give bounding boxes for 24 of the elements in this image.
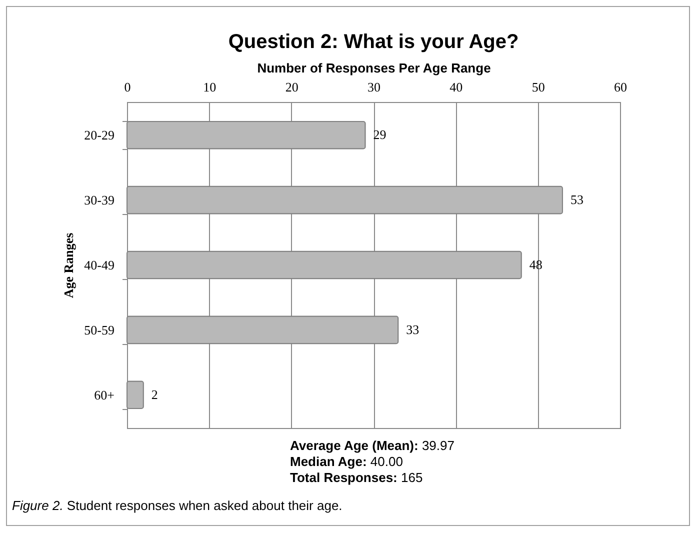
x-tick-label: 40	[450, 80, 463, 94]
text: Total Responses: 165	[290, 470, 424, 486]
data-label: 33	[406, 322, 420, 337]
text: Average Age (Mean): 39.97	[290, 438, 454, 454]
y-tick-label: 30-39	[84, 192, 114, 208]
y-axis-title: Age Ranges	[61, 232, 76, 298]
data-label: 48	[529, 257, 542, 272]
text: Median Age: 40.00	[290, 454, 404, 470]
x-tick-label: 10	[203, 80, 216, 94]
y-tick-label: 50-59	[84, 322, 114, 338]
y-tick-label: 40-49	[84, 258, 114, 272]
y-tick-label: 60+	[94, 387, 114, 402]
data-label: 2	[151, 386, 158, 402]
data-label: 53	[570, 192, 584, 208]
x-axis-title: Number of Responses Per Age Range	[257, 60, 491, 76]
x-tick-label: 20	[285, 80, 298, 94]
chart-title: Question 2: What is your Age?	[228, 31, 519, 53]
x-tick-label: 50	[532, 80, 545, 94]
x-tick-label: 30	[368, 80, 380, 94]
caption: Figure 2. Student responses when asked about their age.	[12, 498, 342, 513]
x-tick-label: 60	[614, 80, 627, 94]
y-tick-label: 20-29	[84, 128, 114, 143]
data-label: 29	[373, 127, 386, 142]
x-tick-label: 0	[124, 80, 131, 94]
